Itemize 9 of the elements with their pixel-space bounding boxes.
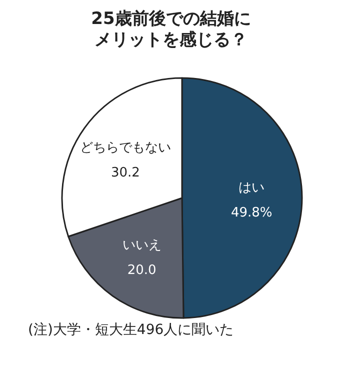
- slice-label: いいえ: [122, 238, 162, 253]
- slice-label: はい: [238, 180, 265, 196]
- chart-title: 25歳前後での結婚に: [91, 9, 251, 29]
- chart-subtitle: メリットを感じる？: [94, 30, 248, 50]
- data-label: 30.2: [110, 165, 140, 180]
- data-label: 49.8%: [230, 206, 272, 221]
- slice-label: どちらでもない: [80, 140, 171, 156]
- data-label: 20.0: [127, 262, 156, 278]
- text: (注)大学・短大生496人に聞いた: [28, 322, 234, 338]
